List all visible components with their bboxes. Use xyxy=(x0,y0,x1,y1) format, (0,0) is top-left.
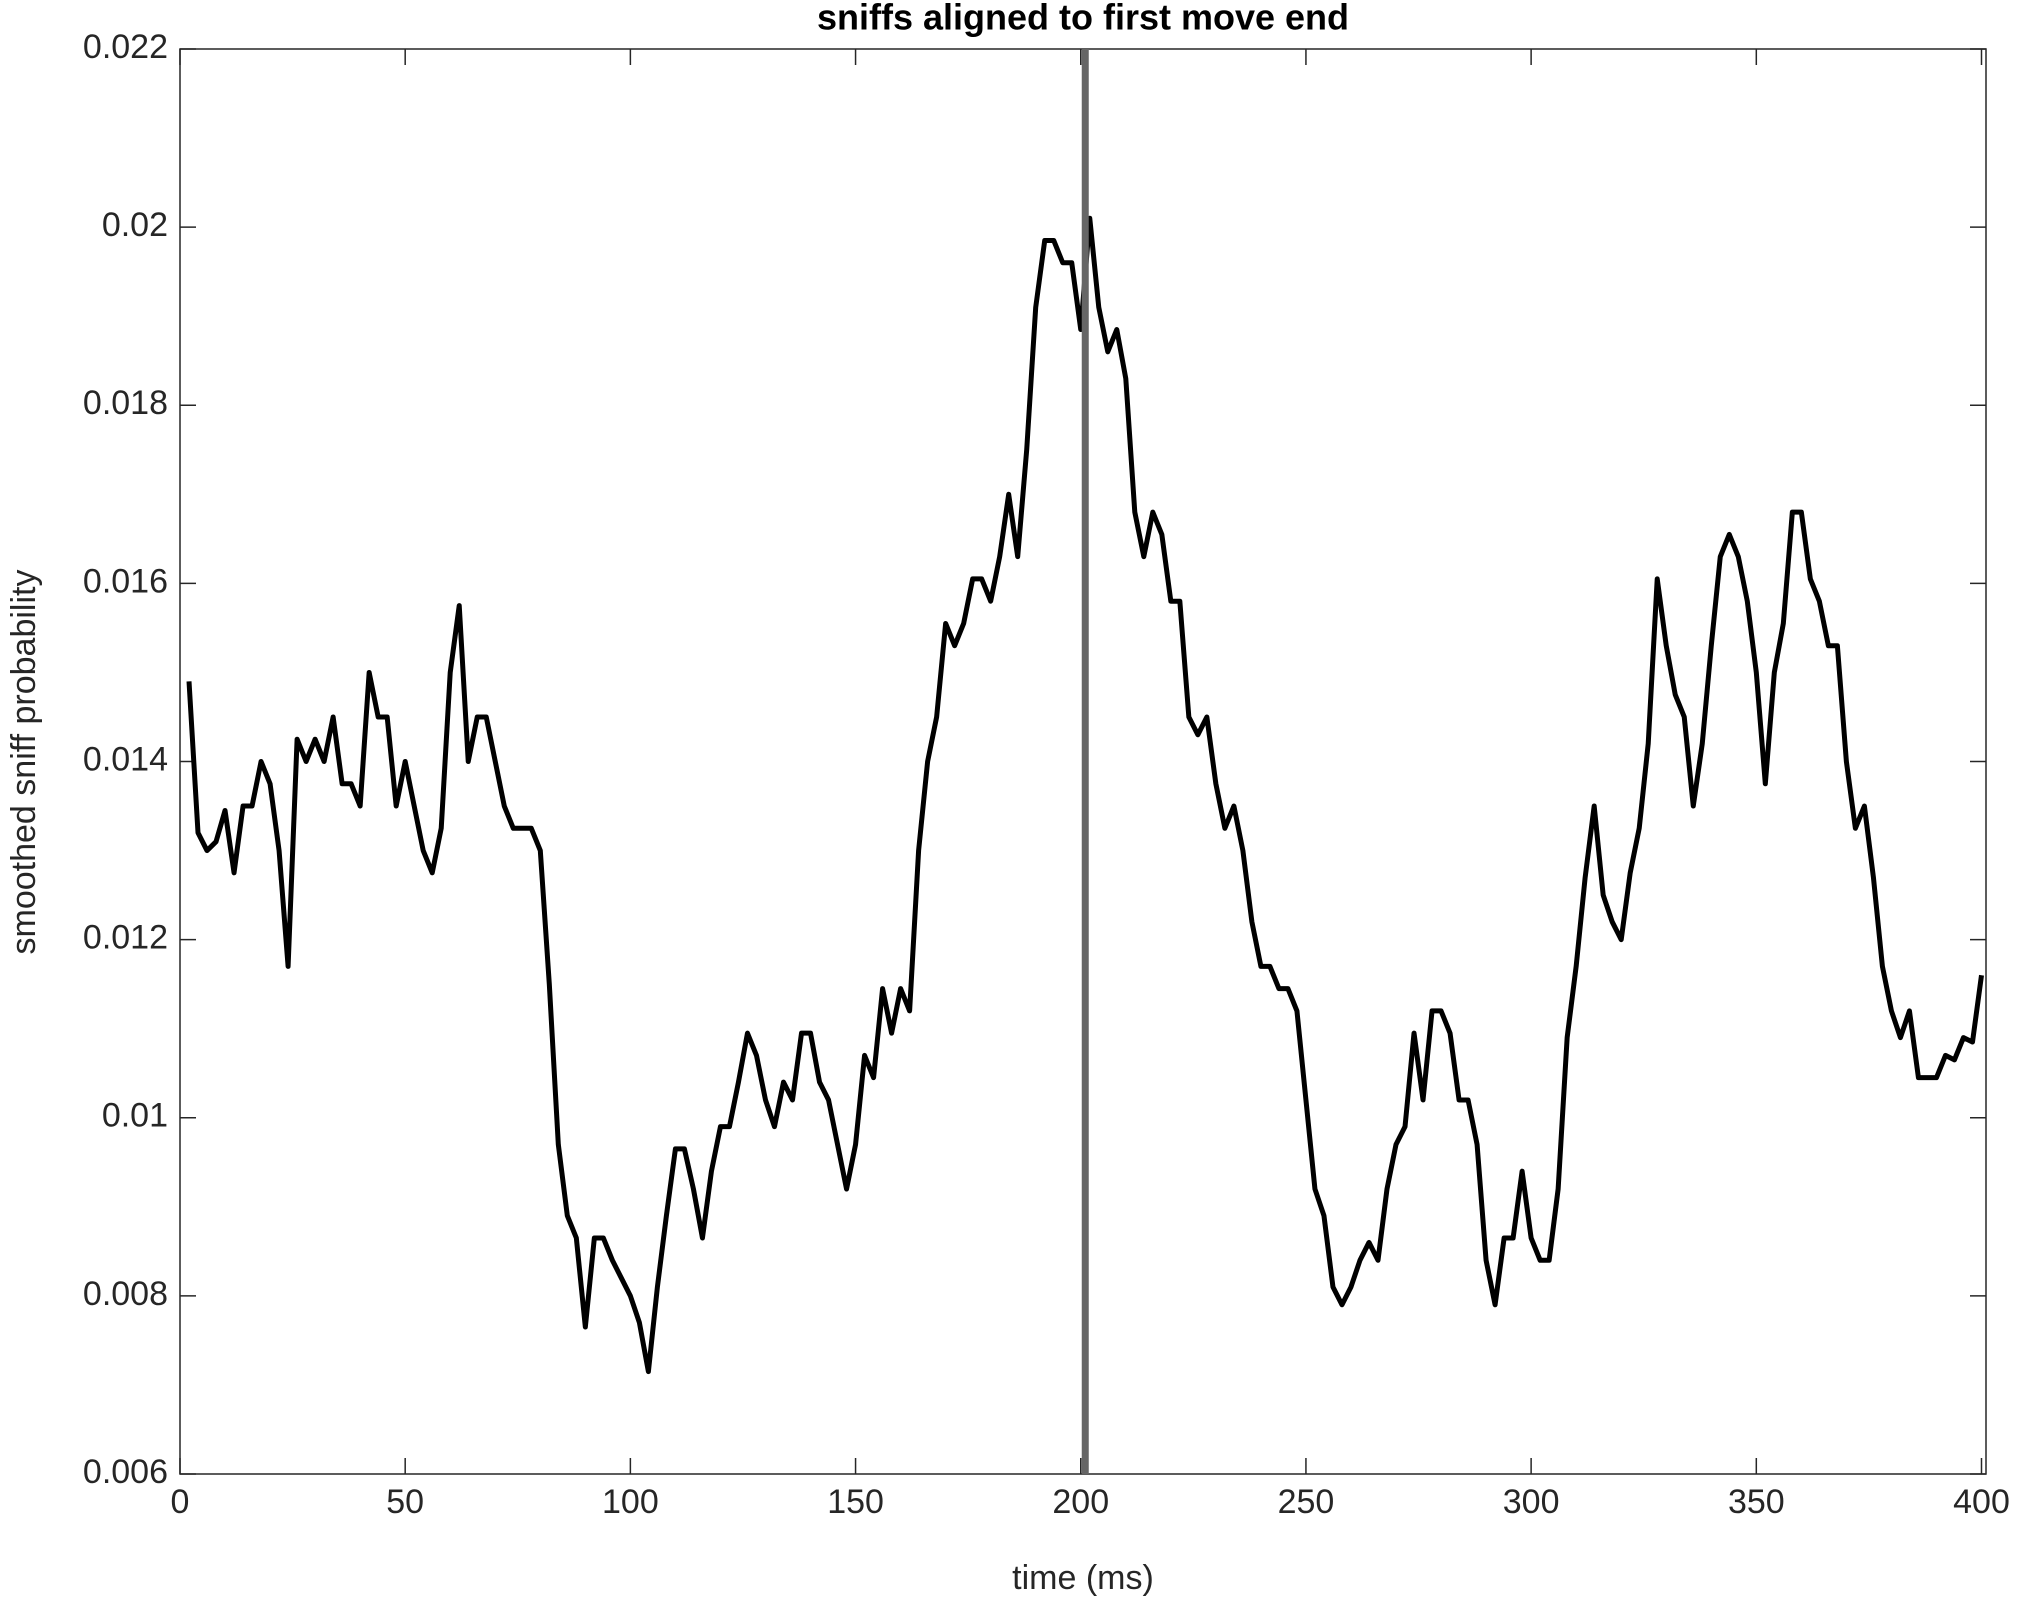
x-tick-label: 400 xyxy=(1953,1483,2010,1521)
x-tick-label: 300 xyxy=(1503,1483,1560,1521)
x-tick-label: 200 xyxy=(1052,1483,1109,1521)
x-tick-label: 250 xyxy=(1278,1483,1335,1521)
y-tick-label: 0.006 xyxy=(83,1453,168,1491)
x-tick-label: 150 xyxy=(827,1483,884,1521)
y-tick-label: 0.018 xyxy=(83,384,168,422)
y-tick-label: 0.022 xyxy=(83,28,168,66)
y-tick-label: 0.014 xyxy=(83,740,168,778)
y-tick-label: 0.008 xyxy=(83,1275,168,1313)
y-axis-label: smoothed sniff probability xyxy=(5,570,43,955)
y-tick-label: 0.012 xyxy=(83,919,168,957)
chart-title: sniffs aligned to first move end xyxy=(817,0,1349,38)
x-axis-label: time (ms) xyxy=(1012,1559,1154,1597)
x-tick-label: 0 xyxy=(171,1483,190,1521)
y-tick-label: 0.02 xyxy=(102,206,168,244)
x-tick-label: 350 xyxy=(1728,1483,1785,1521)
x-tick-label: 50 xyxy=(386,1483,424,1521)
y-tick-label: 0.01 xyxy=(102,1097,168,1135)
x-tick-label: 100 xyxy=(602,1483,659,1521)
y-tick-label: 0.016 xyxy=(83,562,168,600)
